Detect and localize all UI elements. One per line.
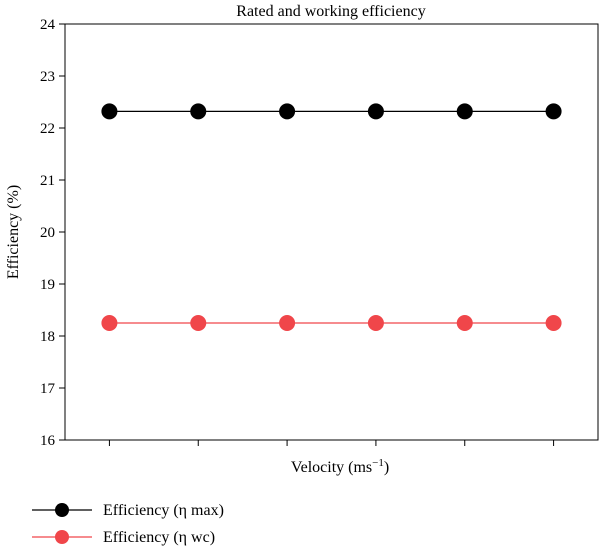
x-axis — [108, 440, 555, 446]
data-point — [190, 315, 207, 331]
legend-marker — [55, 503, 69, 517]
data-point — [367, 315, 384, 331]
legend-label: Efficiency (η max) — [103, 502, 224, 519]
y-tick-label: 24 — [40, 17, 56, 33]
data-point — [101, 103, 118, 120]
data-point — [456, 103, 473, 120]
legend-marker — [55, 530, 69, 544]
y-tick-label: 21 — [40, 173, 55, 189]
data-point — [279, 103, 296, 120]
y-axis: 16 17 18 19 20 21 22 23 24 — [40, 17, 65, 449]
y-tick-label: 17 — [40, 381, 56, 397]
y-tick-label: 18 — [40, 329, 55, 345]
y-tick-label: 22 — [40, 121, 55, 137]
legend-item: Efficiency (η wc) — [32, 529, 215, 546]
series-0 — [101, 103, 562, 120]
x-axis-label: Velocity (ms−1) — [291, 457, 389, 476]
y-tick-label: 20 — [40, 225, 55, 241]
legend-item: Efficiency (η max) — [32, 502, 224, 519]
data-point — [190, 103, 207, 120]
y-tick-label: 23 — [40, 69, 55, 85]
y-tick-label: 16 — [40, 433, 56, 449]
y-tick-label: 19 — [40, 277, 55, 293]
data-point — [545, 315, 562, 331]
series-layer — [101, 103, 562, 331]
legend-label: Efficiency (η wc) — [103, 529, 215, 546]
series-1 — [101, 315, 562, 331]
chart-title: Rated and working efficiency — [236, 3, 425, 20]
data-point — [367, 103, 384, 120]
plot-frame — [64, 23, 599, 441]
y-axis-label: Efficiency (%) — [5, 185, 22, 279]
legend: Efficiency (η max) Efficiency (η wc) — [32, 502, 224, 546]
data-point — [279, 315, 296, 331]
data-point — [101, 315, 118, 331]
data-point — [545, 103, 562, 120]
data-point — [456, 315, 473, 331]
